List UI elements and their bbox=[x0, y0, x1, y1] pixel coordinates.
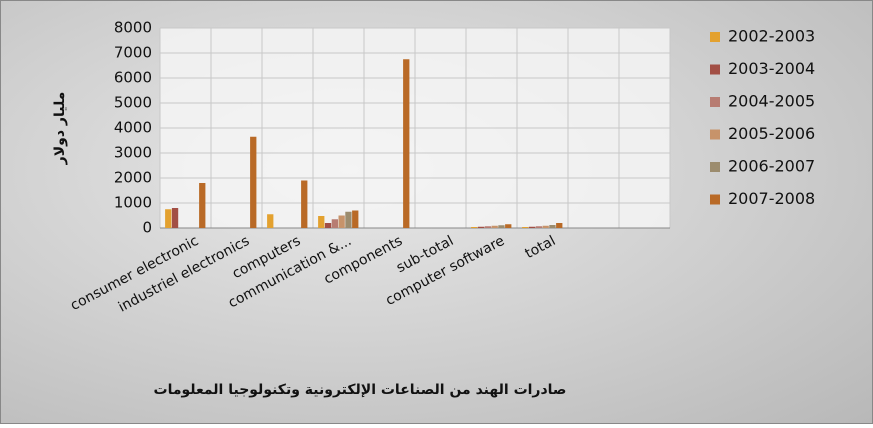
legend-label: 2006-2007 bbox=[728, 157, 815, 176]
bar bbox=[171, 208, 179, 228]
bar bbox=[324, 223, 332, 228]
bar bbox=[535, 226, 542, 228]
y-tick-label: 6000 bbox=[114, 69, 152, 87]
bar bbox=[528, 226, 536, 228]
y-tick-label: 3000 bbox=[114, 144, 152, 162]
legend-label: 2003-2004 bbox=[728, 59, 815, 78]
legend-swatch bbox=[710, 97, 720, 107]
chart-title: صادرات الهند من الصناعات الإلكترونية وتك… bbox=[154, 382, 567, 398]
y-tick-label: 8000 bbox=[114, 19, 152, 37]
y-tick-label: 2000 bbox=[114, 169, 152, 187]
y-tick-label: 5000 bbox=[114, 94, 152, 112]
legend-label: 2004-2005 bbox=[728, 92, 815, 111]
y-tick-label: 1000 bbox=[114, 194, 152, 212]
bar bbox=[522, 227, 529, 228]
bar bbox=[505, 224, 512, 228]
legend-label: 2002-2003 bbox=[728, 27, 815, 46]
bar bbox=[471, 227, 478, 228]
legend-label: 2005-2006 bbox=[728, 124, 815, 143]
bar bbox=[345, 211, 352, 228]
bar bbox=[352, 210, 359, 228]
bar bbox=[165, 209, 172, 228]
bar bbox=[301, 180, 308, 228]
y-axis-label: مليار دولار bbox=[52, 92, 68, 166]
bar bbox=[267, 214, 274, 228]
bar bbox=[498, 225, 505, 228]
legend-swatch bbox=[710, 194, 720, 205]
legend-swatch bbox=[710, 129, 720, 140]
bar bbox=[491, 225, 498, 228]
bar bbox=[542, 225, 549, 228]
y-tick-label: 7000 bbox=[114, 44, 152, 62]
y-tick-label: 4000 bbox=[114, 119, 152, 137]
legend-label: 2007-2008 bbox=[728, 189, 815, 208]
bar bbox=[477, 226, 485, 228]
bar bbox=[549, 225, 556, 228]
bar bbox=[199, 183, 206, 228]
bar bbox=[403, 59, 410, 228]
bar bbox=[331, 219, 338, 228]
legend-swatch bbox=[710, 162, 720, 172]
bar bbox=[318, 216, 325, 228]
legend-swatch bbox=[710, 32, 720, 42]
bar bbox=[484, 226, 491, 228]
legend-swatch bbox=[710, 64, 720, 75]
y-tick-label: 0 bbox=[142, 219, 152, 237]
bar bbox=[556, 223, 563, 228]
bar bbox=[338, 215, 345, 228]
bar bbox=[250, 136, 257, 228]
